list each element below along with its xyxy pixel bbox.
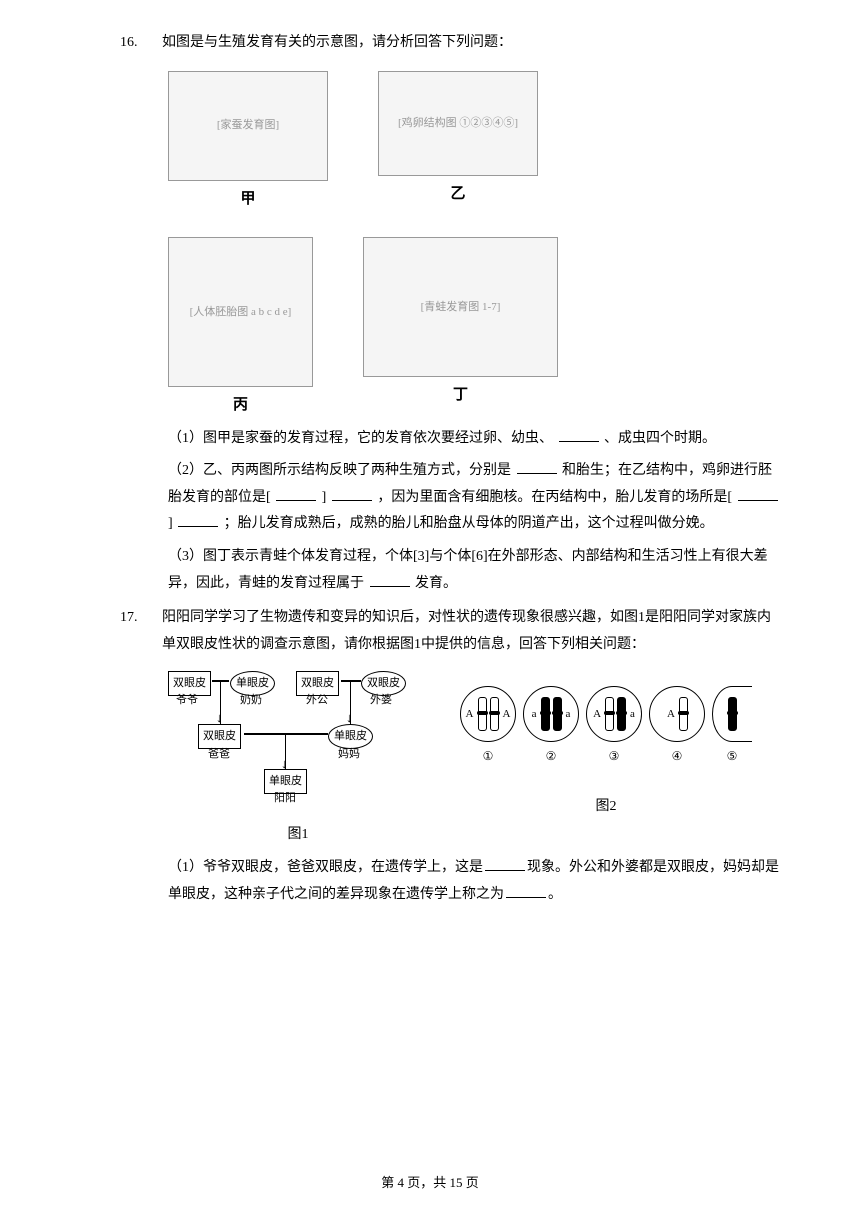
- yeye-label: 爷爷: [176, 690, 198, 711]
- mama-label: 妈妈: [338, 744, 360, 765]
- fig2-label: 图2: [460, 794, 752, 821]
- blank[interactable]: [506, 884, 546, 898]
- chrom-bar: [478, 697, 487, 731]
- q16-sub2-c: ]: [318, 490, 330, 505]
- figures-row: 双眼皮 单眼皮 双眼皮 双眼皮 爷爷 奶奶 外公 外婆 ↓ ↓ 双眼: [168, 668, 780, 849]
- q16-sub2-f: ；胎儿发育成熟后，成熟的胎儿和胎盘从母体的阴道产出，这个过程叫做分娩。: [220, 516, 714, 531]
- image-yi: [鸡卵结构图 ①②③④⑤]: [378, 71, 538, 176]
- chrom-5: ⑤: [712, 686, 752, 768]
- image-bing-box: [人体胚胎图 a b c d e] 丙: [168, 237, 313, 420]
- caption-ding: 丁: [363, 381, 558, 410]
- image-ding-box: [青蛙发育图 1-7] 丁: [363, 237, 558, 420]
- q16-sub3-a: （3）图丁表示青蛙个体发育过程，个体[3]与个体[6]在外部形态、内部结构和生活…: [168, 549, 768, 591]
- chrom-bar: [541, 697, 550, 731]
- question-intro: 阳阳同学学习了生物遗传和变异的知识后，对性状的遗传现象很感兴趣，如图1是阳阳同学…: [162, 605, 780, 658]
- chrom-circle: A A: [460, 686, 516, 742]
- question-number: 17.: [120, 605, 146, 632]
- question-17-body: 双眼皮 单眼皮 双眼皮 双眼皮 爷爷 奶奶 外公 外婆 ↓ ↓ 双眼: [168, 668, 780, 908]
- chromosome-row: A A ① a a ②: [460, 686, 752, 768]
- chrom-2: a a ②: [523, 686, 579, 768]
- q16-sub1-b: 、成虫四个时期。: [601, 431, 717, 446]
- figure-1: 双眼皮 单眼皮 双眼皮 双眼皮 爷爷 奶奶 外公 外婆 ↓ ↓ 双眼: [168, 668, 428, 849]
- image-row-1: [家蚕发育图] 甲 [鸡卵结构图 ①②③④⑤] 乙: [168, 71, 780, 214]
- chrom-circle: a a: [523, 686, 579, 742]
- q16-sub2-d: ，因为里面含有细胞核。在丙结构中，胎儿发育的场所是[: [374, 490, 736, 505]
- image-jia-box: [家蚕发育图] 甲: [168, 71, 328, 214]
- question-16: 16. 如图是与生殖发育有关的示意图，请分析回答下列问题： [家蚕发育图] 甲 …: [120, 30, 780, 597]
- q16-sub1-a: （1）图甲是家蚕的发育过程，它的发育依次要经过卵、幼虫、: [168, 431, 557, 446]
- chrom-1: A A ①: [460, 686, 516, 768]
- chrom-bar: [553, 697, 562, 731]
- question-intro: 如图是与生殖发育有关的示意图，请分析回答下列问题：: [162, 30, 780, 57]
- q17-sub1: （1）爷爷双眼皮，爸爸双眼皮，在遗传学上，这是现象。外公和外婆都是双眼皮，妈妈却…: [168, 855, 780, 908]
- chrom-bar: [605, 697, 614, 731]
- chrom-num-2: ②: [523, 745, 579, 768]
- caption-jia: 甲: [168, 185, 328, 214]
- blank[interactable]: [485, 857, 525, 871]
- fig1-label: 图1: [168, 822, 428, 849]
- chrom-bar: [490, 697, 499, 731]
- caption-bing: 丙: [168, 391, 313, 420]
- chrom-circle: A a: [586, 686, 642, 742]
- blank[interactable]: [178, 513, 218, 527]
- q16-sub2: （2）乙、丙两图所示结构反映了两种生殖方式，分别是 和胎生；在乙结构中，鸡卵进行…: [168, 458, 780, 538]
- q17-sub1-a: （1）爷爷双眼皮，爸爸双眼皮，在遗传学上，这是: [168, 860, 483, 875]
- q16-sub2-a: （2）乙、丙两图所示结构反映了两种生殖方式，分别是: [168, 463, 515, 478]
- yangyang-label: 阳阳: [274, 788, 296, 809]
- image-row-2: [人体胚胎图 a b c d e] 丙 [青蛙发育图 1-7] 丁: [168, 237, 780, 420]
- question-17: 17. 阳阳同学学习了生物遗传和变异的知识后，对性状的遗传现象很感兴趣，如图1是…: [120, 605, 780, 908]
- question-header: 16. 如图是与生殖发育有关的示意图，请分析回答下列问题：: [120, 30, 780, 57]
- image-jia: [家蚕发育图]: [168, 71, 328, 181]
- waipo-label: 外婆: [370, 690, 392, 711]
- chrom-num-3: ③: [586, 745, 642, 768]
- figure-2: A A ① a a ②: [460, 668, 752, 820]
- blank[interactable]: [517, 460, 557, 474]
- chrom-circle: A: [649, 686, 705, 742]
- question-number: 16.: [120, 30, 146, 57]
- q16-sub3: （3）图丁表示青蛙个体发育过程，个体[3]与个体[6]在外部形态、内部结构和生活…: [168, 544, 780, 597]
- image-yi-box: [鸡卵结构图 ①②③④⑤] 乙: [378, 71, 538, 214]
- q16-sub2-e: ]: [168, 516, 176, 531]
- question-16-body: （1）图甲是家蚕的发育过程，它的发育依次要经过卵、幼虫、 、成虫四个时期。 （2…: [168, 426, 780, 598]
- blank[interactable]: [276, 487, 316, 501]
- waigong-label: 外公: [306, 690, 328, 711]
- family-tree-diagram: 双眼皮 单眼皮 双眼皮 双眼皮 爷爷 奶奶 外公 外婆 ↓ ↓ 双眼: [168, 668, 428, 818]
- blank[interactable]: [738, 487, 778, 501]
- chrom-num-4: ④: [649, 745, 705, 768]
- chrom-bar: [728, 697, 737, 731]
- nainai-label: 奶奶: [240, 690, 262, 711]
- chrom-3: A a ③: [586, 686, 642, 768]
- image-ding: [青蛙发育图 1-7]: [363, 237, 558, 377]
- question-header: 17. 阳阳同学学习了生物遗传和变异的知识后，对性状的遗传现象很感兴趣，如图1是…: [120, 605, 780, 658]
- chrom-num-1: ①: [460, 745, 516, 768]
- blank[interactable]: [370, 573, 410, 587]
- q16-sub1: （1）图甲是家蚕的发育过程，它的发育依次要经过卵、幼虫、 、成虫四个时期。: [168, 426, 780, 453]
- image-bing: [人体胚胎图 a b c d e]: [168, 237, 313, 387]
- chrom-bar: [617, 697, 626, 731]
- chrom-4: A ④: [649, 686, 705, 768]
- blank[interactable]: [559, 428, 599, 442]
- q17-sub1-c: 。: [548, 887, 562, 902]
- q16-sub3-b: 发育。: [412, 576, 458, 591]
- page-footer: 第 4 页，共 15 页: [0, 1171, 860, 1196]
- blank[interactable]: [332, 487, 372, 501]
- chrom-bar: [679, 697, 688, 731]
- caption-yi: 乙: [378, 180, 538, 209]
- baba-label: 爸爸: [208, 744, 230, 765]
- chrom-circle-partial: [712, 686, 752, 742]
- chrom-num-5: ⑤: [712, 745, 752, 768]
